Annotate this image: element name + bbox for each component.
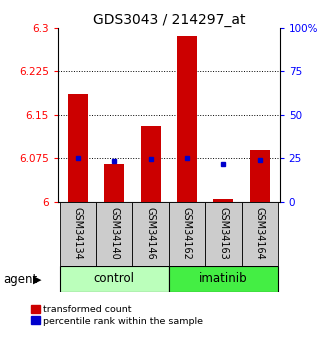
Text: control: control xyxy=(94,272,135,285)
Legend: transformed count, percentile rank within the sample: transformed count, percentile rank withi… xyxy=(31,305,204,326)
Text: GSM34164: GSM34164 xyxy=(255,207,265,260)
Text: GSM34134: GSM34134 xyxy=(73,207,83,260)
Text: GSM34140: GSM34140 xyxy=(109,207,119,260)
FancyBboxPatch shape xyxy=(169,266,278,292)
FancyBboxPatch shape xyxy=(169,202,205,266)
Title: GDS3043 / 214297_at: GDS3043 / 214297_at xyxy=(93,12,245,27)
Text: GSM34162: GSM34162 xyxy=(182,207,192,260)
Text: ▶: ▶ xyxy=(33,275,42,284)
FancyBboxPatch shape xyxy=(60,202,96,266)
Text: imatinib: imatinib xyxy=(199,272,248,285)
Bar xyxy=(250,149,270,202)
Bar xyxy=(213,199,233,202)
FancyBboxPatch shape xyxy=(132,202,169,266)
Bar xyxy=(141,126,161,202)
Bar xyxy=(177,36,197,202)
Bar xyxy=(104,164,124,202)
FancyBboxPatch shape xyxy=(60,266,169,292)
FancyBboxPatch shape xyxy=(205,202,242,266)
Bar xyxy=(68,95,88,202)
Text: GSM34163: GSM34163 xyxy=(218,207,228,260)
FancyBboxPatch shape xyxy=(96,202,132,266)
FancyBboxPatch shape xyxy=(242,202,278,266)
Text: GSM34146: GSM34146 xyxy=(146,207,156,260)
Text: agent: agent xyxy=(3,273,37,286)
